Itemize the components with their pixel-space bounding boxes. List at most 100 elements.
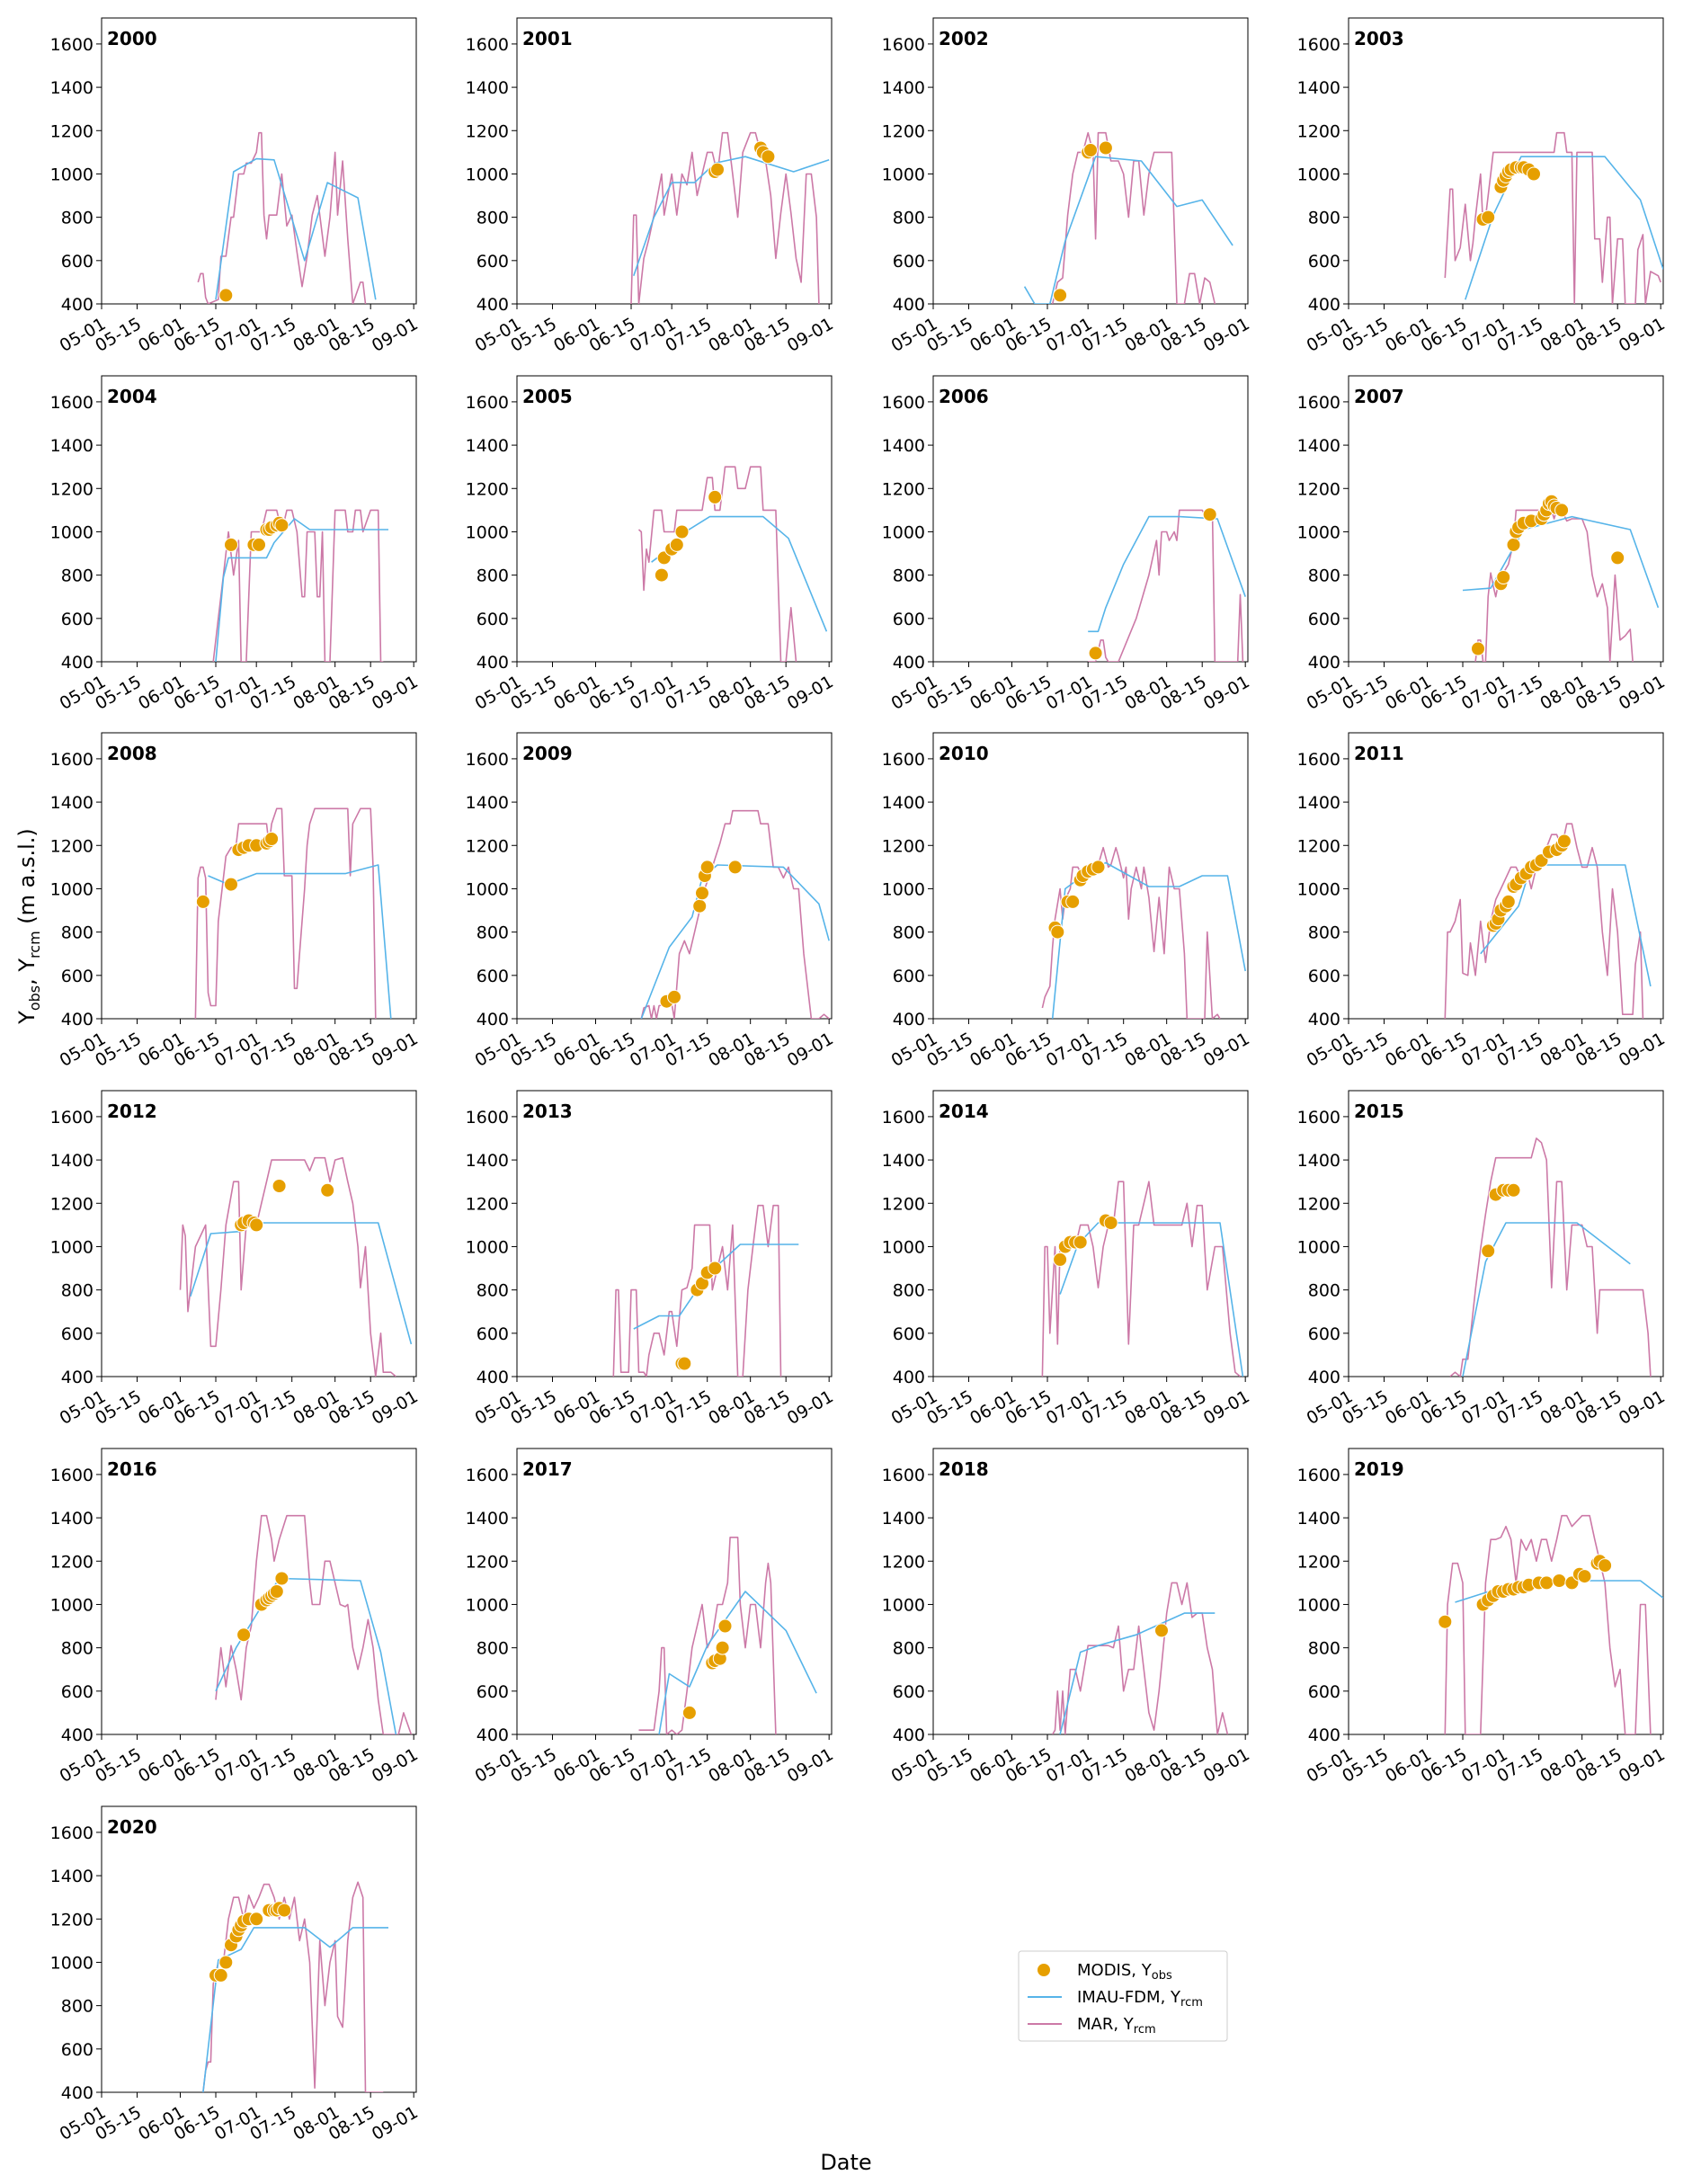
panel-year-label: 2000	[107, 28, 157, 49]
y-tick-label: 400	[476, 1368, 509, 1387]
y-tick-label: 400	[61, 2083, 94, 2103]
y-tick-label: 1400	[50, 1509, 94, 1529]
y-tick-label: 600	[61, 1682, 94, 1702]
y-tick-label: 400	[61, 1368, 94, 1387]
panel-2005: 400600800100012001400160005-0105-1506-01…	[466, 375, 837, 714]
y-tick-label: 600	[476, 1324, 509, 1344]
y-tick-label: 600	[1308, 1682, 1340, 1702]
y-tick-label: 1400	[50, 436, 94, 456]
panel-year-label: 2012	[107, 1101, 157, 1122]
mar-series-line	[215, 1514, 413, 1734]
y-tick-label: 1000	[50, 1237, 94, 1257]
modis-point	[717, 1618, 733, 1634]
modis-point	[1053, 1252, 1068, 1267]
y-tick-label: 1000	[882, 879, 925, 899]
imau-series-line	[215, 157, 377, 300]
panel-2017: 400600800100012001400160005-0105-1506-01…	[466, 1448, 837, 1787]
modis-point	[1103, 1216, 1118, 1230]
modis-point	[1481, 1244, 1496, 1259]
modis-point	[1154, 1623, 1169, 1638]
y-tick-label: 600	[476, 1682, 509, 1702]
y-label-sub1: obs	[26, 985, 43, 1011]
x-tick-label: 09-01	[369, 314, 422, 356]
modis-point	[715, 1640, 730, 1655]
legend-mar-sub: rcm	[1134, 2023, 1156, 2037]
panel-year-label: 2009	[522, 743, 573, 764]
mar-series-line	[637, 466, 797, 662]
modis-point	[761, 149, 776, 165]
panel-plot-area	[202, 1881, 388, 2092]
panel-year-label: 2014	[939, 1101, 989, 1122]
y-tick-label: 800	[476, 566, 509, 586]
y-tick-label: 400	[476, 295, 509, 315]
y-tick-label: 1200	[466, 1552, 509, 1572]
y-tick-label: 1600	[50, 1466, 94, 1485]
y-tick-label: 1600	[882, 750, 925, 770]
y-tick-label: 800	[61, 923, 94, 943]
mar-series-line	[197, 131, 367, 304]
panel-plot-area	[1449, 1137, 1652, 1377]
legend-mar-text: MAR, Y	[1077, 2015, 1135, 2034]
y-tick-label: 1400	[466, 436, 509, 456]
modis-point	[269, 1584, 284, 1599]
y-tick-label: 1400	[50, 1151, 94, 1171]
modis-point	[1098, 140, 1113, 156]
y-tick-label: 1000	[882, 1595, 925, 1615]
panel-frame	[932, 1448, 1249, 1735]
panel-plot-area	[1444, 131, 1663, 304]
x-tick-label: 09-01	[1200, 314, 1253, 356]
panel-frame	[101, 1448, 417, 1735]
y-tick-label: 1600	[50, 35, 94, 55]
y-tick-label: 600	[1308, 252, 1340, 272]
y-tick-label: 1000	[50, 879, 94, 899]
x-axis-label: Date	[820, 2150, 871, 2175]
y-tick-label: 1400	[466, 793, 509, 813]
mar-series-line	[194, 807, 377, 1019]
x-tick-label: 09-01	[1616, 1386, 1669, 1429]
y-tick-label: 400	[476, 1010, 509, 1030]
y-tick-label: 800	[476, 209, 509, 228]
imau-series-line	[1023, 156, 1233, 304]
mar-series-line	[1041, 1181, 1242, 1377]
mar-series-line	[1444, 1514, 1652, 1734]
y-tick-label: 1400	[466, 1151, 509, 1171]
legend-mar-label: MAR, Yrcm	[1077, 2015, 1156, 2037]
x-tick-label: 09-01	[784, 1744, 837, 1787]
y-tick-label: 1600	[882, 1108, 925, 1128]
y-tick-label: 1400	[882, 1151, 925, 1171]
modis-point	[727, 860, 743, 875]
y-tick-label: 1000	[466, 522, 509, 542]
panel-year-label: 2003	[1354, 28, 1404, 49]
y-tick-label: 800	[61, 1281, 94, 1301]
x-tick-label: 09-01	[784, 1029, 837, 1071]
modis-point	[667, 989, 681, 1004]
panel-frame	[516, 17, 833, 305]
y-tick-label: 800	[1308, 566, 1340, 586]
y-tick-label: 800	[1308, 1281, 1340, 1301]
mar-series-line	[212, 509, 384, 662]
panel-frame	[101, 1805, 417, 2093]
imau-series-line	[1465, 156, 1663, 300]
y-tick-label: 800	[1308, 1639, 1340, 1659]
y-tick-label: 1400	[882, 78, 925, 98]
panel-2014: 400600800100012001400160005-0105-1506-01…	[882, 1090, 1253, 1429]
imau-series-line	[1059, 1222, 1244, 1377]
panel-plot-area	[1462, 494, 1660, 662]
modis-point	[249, 1912, 264, 1927]
imau-series-line	[1059, 1612, 1216, 1734]
legend-imau-text: IMAU-FDM, Y	[1077, 1988, 1181, 2007]
panel-plot-area	[179, 1156, 413, 1377]
panel-2013: 400600800100012001400160005-0105-1506-01…	[466, 1090, 837, 1429]
panel-plot-area	[1041, 846, 1246, 1019]
y-tick-label: 1600	[1297, 393, 1340, 413]
y-tick-label: 800	[61, 1639, 94, 1659]
panel-year-label: 2005	[522, 386, 573, 407]
y-tick-label: 1400	[466, 78, 509, 98]
modis-point	[1438, 1614, 1453, 1629]
y-tick-label: 800	[893, 1639, 925, 1659]
y-tick-label: 1600	[1297, 35, 1340, 55]
modis-point	[1088, 646, 1103, 661]
modis-point	[1496, 570, 1511, 584]
mar-series-line	[179, 1156, 396, 1377]
imau-series-line	[1462, 1222, 1631, 1377]
